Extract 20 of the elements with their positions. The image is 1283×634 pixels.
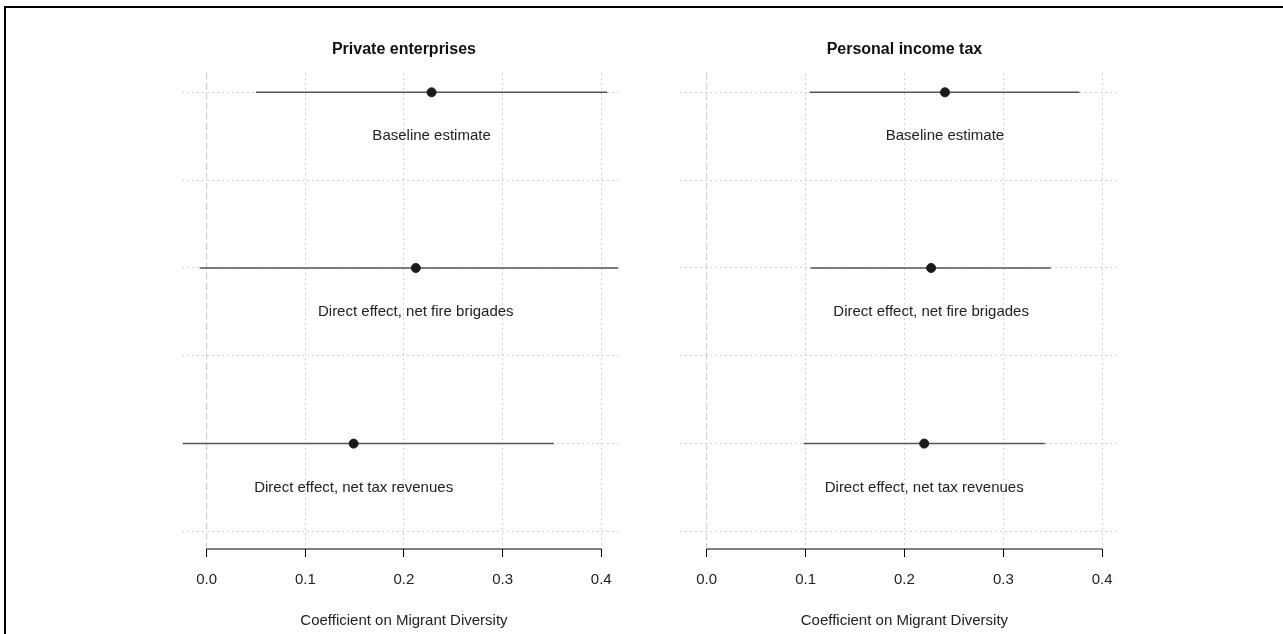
y-tick-label: Baseline estimate bbox=[372, 126, 491, 144]
x-tick-label: 0.1 bbox=[795, 570, 816, 588]
x-axis-title: Coefficient on Migrant Diversity bbox=[300, 611, 509, 629]
chart-title: Private enterprises bbox=[331, 40, 477, 58]
x-tick-label: 0.3 bbox=[992, 570, 1014, 588]
x-tick-label: 0.2 bbox=[894, 570, 915, 588]
x-tick-label: 0.2 bbox=[393, 570, 415, 588]
x-tick-label: 0.0 bbox=[196, 570, 218, 588]
y-tick-label: Direct effect, net fire brigades bbox=[833, 302, 1029, 320]
x-tick-label: 0.4 bbox=[1091, 570, 1113, 588]
chart-title: Personal income tax bbox=[826, 40, 983, 58]
y-tick-label: Direct effect, net tax revenues bbox=[824, 477, 1024, 495]
x-tick-label: 0.1 bbox=[294, 570, 316, 588]
x-tick-label: 0.4 bbox=[590, 570, 612, 588]
x-tick-label: 0.0 bbox=[696, 570, 718, 588]
x-axis-title: Coefficient on Migrant Diversity bbox=[800, 611, 1009, 629]
y-tick-label: Direct effect, net fire brigades bbox=[317, 302, 514, 320]
x-tick-label: 0.3 bbox=[492, 570, 514, 588]
y-tick-label: Direct effect, net tax revenues bbox=[254, 477, 454, 495]
y-tick-label: Baseline estimate bbox=[885, 126, 1005, 144]
